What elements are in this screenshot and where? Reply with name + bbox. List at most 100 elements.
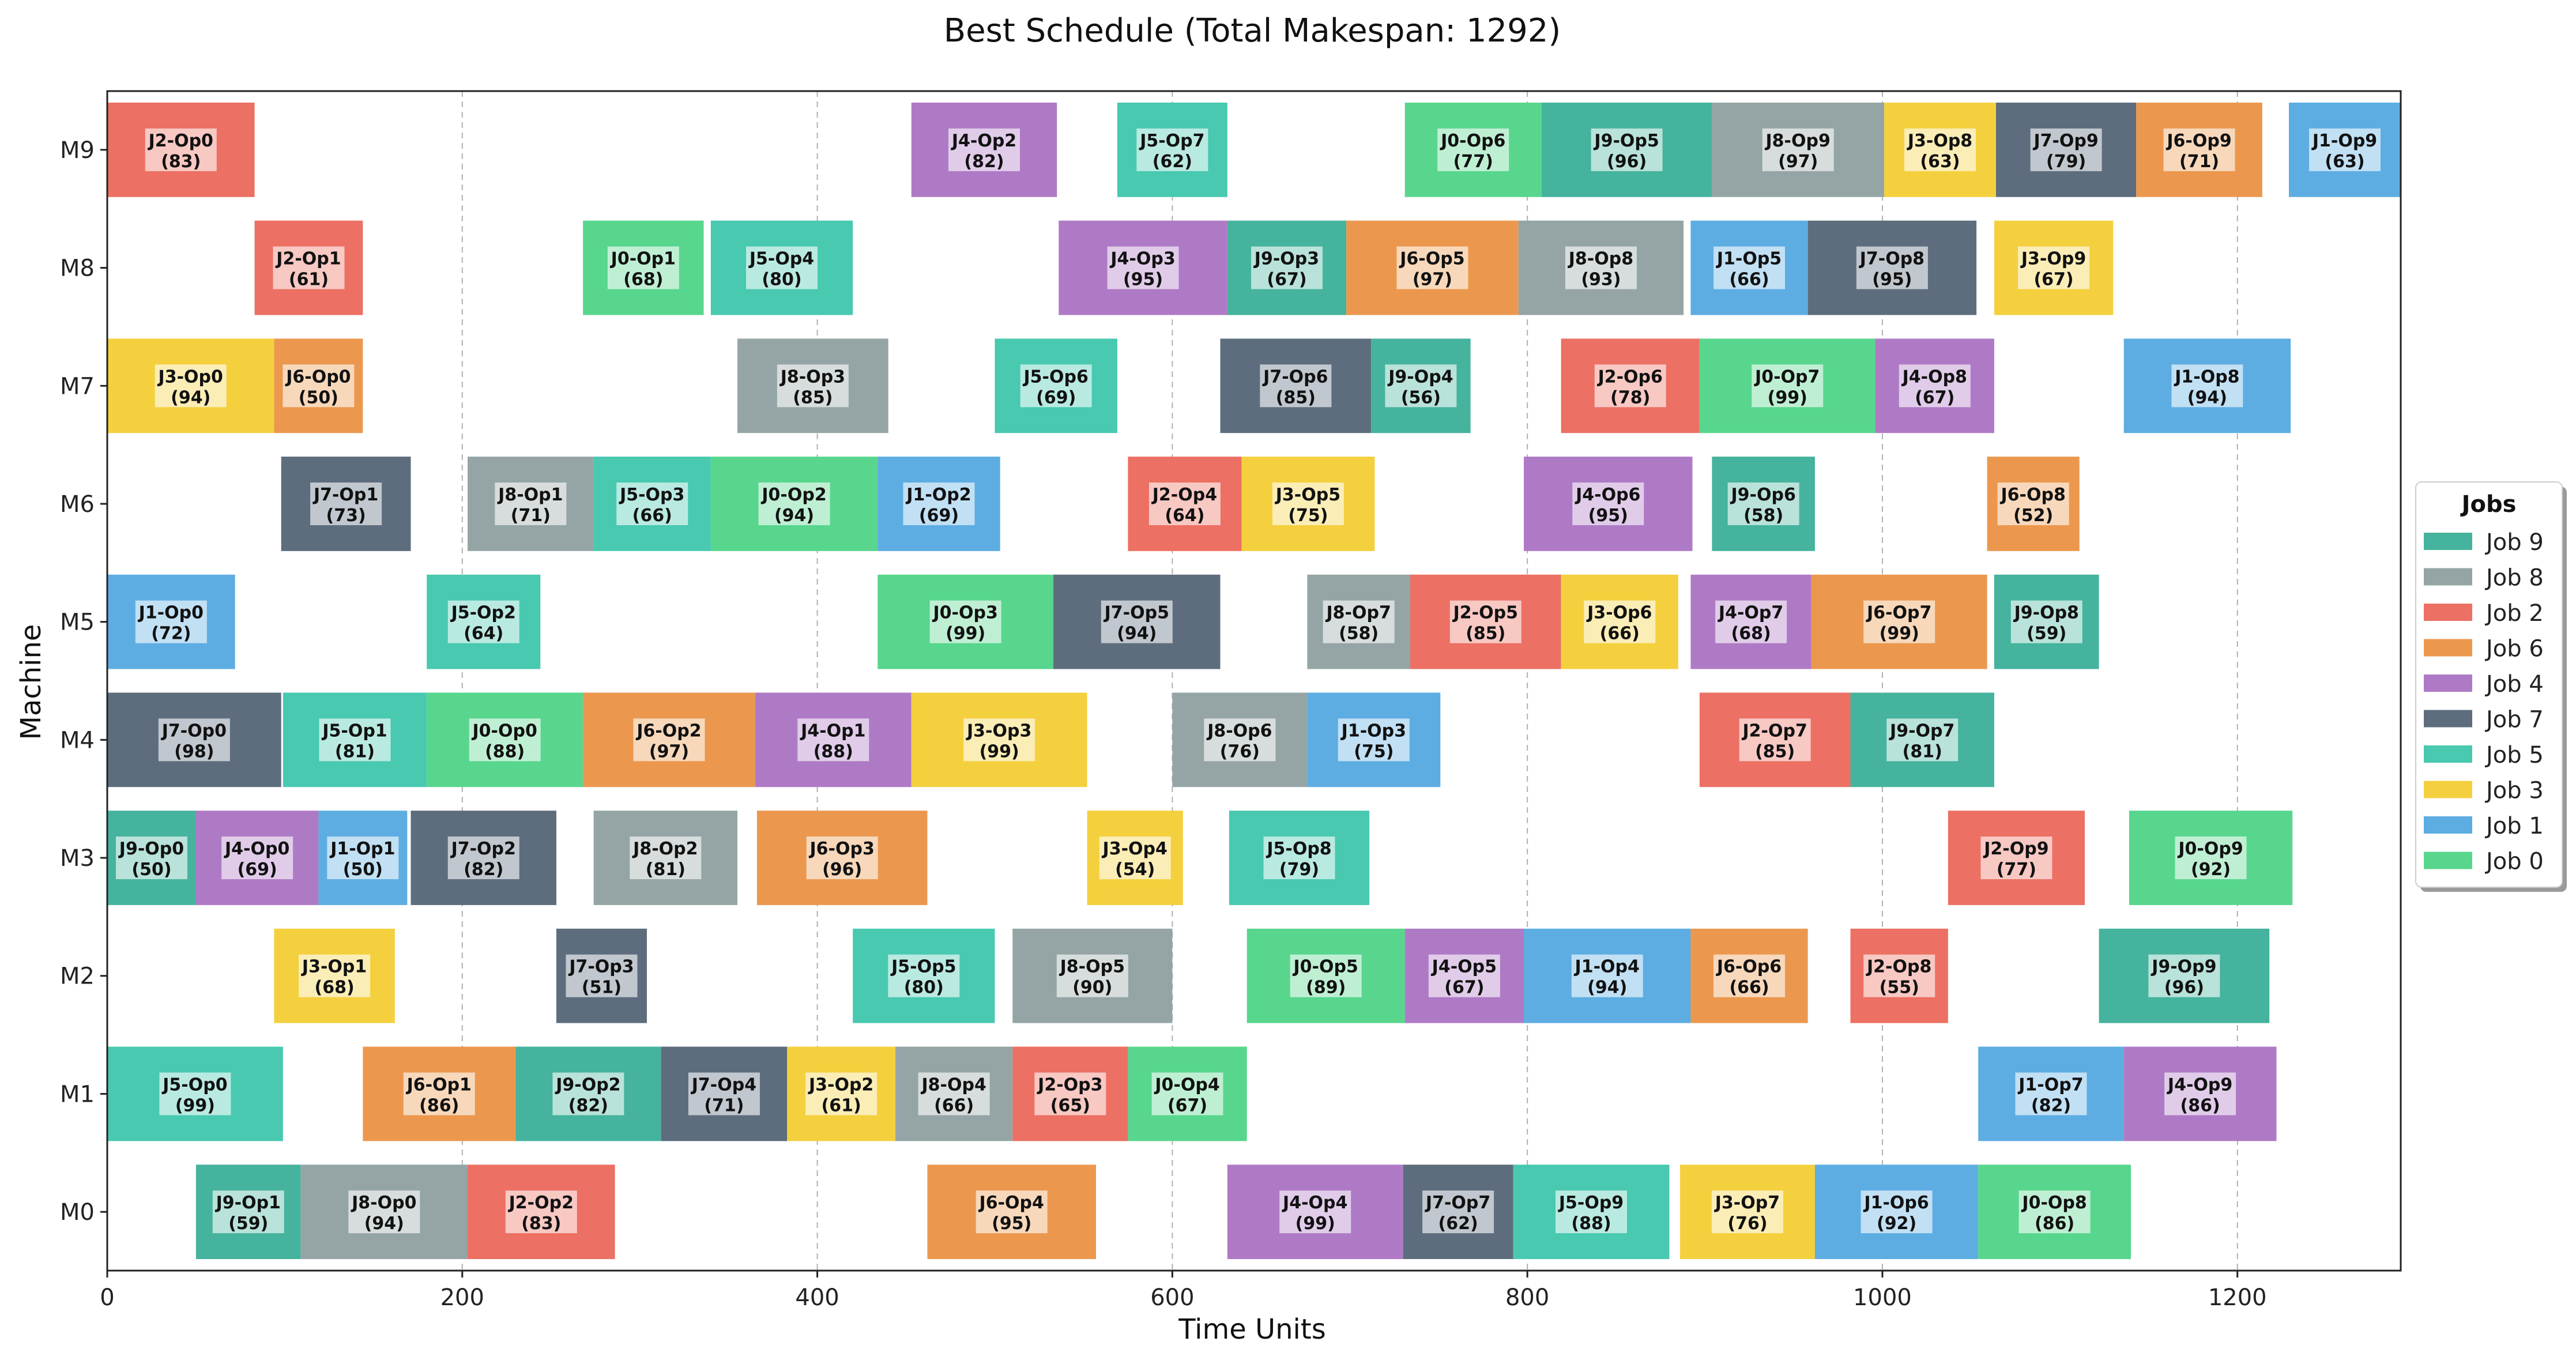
operation-bar: J6-Op1(86) [363, 1046, 516, 1141]
operation-label: J7-Op9 [2032, 131, 2098, 151]
operation-label: J0-Op2 [760, 485, 826, 505]
operation-duration-label: (56) [1401, 387, 1441, 408]
operation-label: J1-Op8 [2174, 367, 2239, 387]
operation-bar: J3-Op4(54) [1087, 811, 1183, 905]
operation-duration-label: (77) [1997, 860, 2036, 880]
operation-duration-label: (67) [1267, 270, 1306, 290]
legend-entry: Job 4 [2424, 671, 2544, 698]
operation-bar: J4-Op3(95) [1059, 220, 1227, 315]
operation-label-bg [221, 837, 293, 880]
operation-label: J9-Op5 [1593, 131, 1659, 151]
operation-label-bg [1279, 1190, 1351, 1234]
operation-bar: J5-Op1(81) [283, 692, 427, 787]
operation-duration-label: (96) [2164, 978, 2204, 998]
operation-duration-label: (82) [2031, 1095, 2071, 1116]
operation-label: J8-Op6 [1206, 721, 1272, 741]
operation-bar: J3-Op9(67) [1994, 220, 2114, 315]
y-tick-label: M3 [60, 845, 95, 872]
operation-label-bg [758, 482, 830, 525]
operation-label-bg [469, 718, 541, 762]
operation-bar: J4-Op7(68) [1690, 574, 1812, 669]
operation-label: J2-Op0 [148, 131, 213, 151]
operation-bar: J3-Op1(68) [274, 928, 395, 1023]
operation-bar: J4-Op6(95) [1524, 457, 1693, 551]
operation-duration-label: (69) [238, 860, 277, 880]
operation-bar: J2-Op9(77) [1948, 811, 2085, 905]
y-tick-label: M8 [60, 255, 95, 282]
operation-duration-label: (88) [814, 741, 853, 762]
operation-label: J3-Op7 [1714, 1193, 1780, 1213]
operation-label: J6-Op6 [1716, 957, 1782, 977]
operation-duration-label: (55) [1880, 978, 1919, 998]
operation-bar: J6-Op8(52) [1987, 457, 2080, 551]
operation-duration-label: (71) [704, 1095, 744, 1116]
operation-bar: J7-Op3(51) [556, 928, 647, 1023]
x-tick-label: 800 [1505, 1284, 1549, 1311]
operation-bar: J6-Op5(97) [1346, 220, 1519, 315]
operation-label: J3-Op1 [301, 957, 367, 977]
operation-bar: J5-Op4(80) [710, 220, 853, 315]
operation-label: J2-Op6 [1597, 367, 1663, 387]
operation-bar: J9-Op8(59) [1994, 574, 2099, 669]
operation-label-bg [1323, 600, 1395, 643]
operation-duration-label: (59) [228, 1214, 268, 1234]
operation-label: J2-Op7 [1741, 721, 1807, 741]
operation-bar: J7-Op2(82) [410, 811, 556, 905]
legend-label: Job 6 [2484, 636, 2544, 662]
operation-label: J4-Op2 [951, 131, 1016, 151]
operation-label-bg [1715, 600, 1787, 643]
operation-duration-label: (76) [1727, 1214, 1767, 1234]
operation-label: J8-Op5 [1059, 957, 1125, 977]
legend-entry: Job 8 [2424, 565, 2544, 591]
x-tick-label: 1200 [2208, 1284, 2267, 1311]
operation-duration-label: (94) [364, 1214, 404, 1234]
operation-label-bg [1556, 1190, 1627, 1234]
operation-label-bg [1863, 954, 1935, 997]
operation-bar: J1-Op4(94) [1524, 928, 1691, 1023]
operation-duration-label: (99) [1295, 1214, 1335, 1234]
operation-label-bg [1752, 364, 1824, 408]
operation-label: J8-Op8 [1568, 249, 1633, 269]
operation-duration-label: (64) [464, 624, 503, 644]
operation-label-bg [797, 718, 869, 762]
operation-bar: J5-Op7(62) [1117, 103, 1227, 197]
operation-bar: J1-Op5(66) [1690, 220, 1808, 315]
operation-label: J4-Op3 [1109, 249, 1175, 269]
operation-label: J4-Op4 [1282, 1193, 1347, 1213]
operation-label-bg [1437, 128, 1509, 171]
operation-duration-label: (69) [1036, 387, 1076, 408]
operation-label-bg [607, 246, 679, 289]
operation-label-bg [1136, 128, 1208, 171]
operation-bar: J8-Op7(58) [1307, 574, 1410, 669]
operation-bar: J5-Op2(64) [427, 574, 541, 669]
operation-label: J9-Op2 [555, 1075, 620, 1095]
operation-label-bg [1422, 1190, 1494, 1234]
operation-label: J4-Op0 [224, 839, 289, 859]
operation-duration-label: (66) [1600, 624, 1640, 644]
operation-label: J3-Op8 [1907, 131, 1972, 151]
y-axis-title: Machine [15, 624, 47, 740]
operation-label-bg [777, 364, 849, 408]
operation-label-bg [1863, 600, 1935, 643]
operation-bar: J2-Op0(83) [107, 103, 255, 197]
legend-swatch [2424, 710, 2472, 728]
operation-label-bg [2309, 128, 2381, 171]
y-tick-label: M6 [60, 491, 95, 518]
operation-label: J8-Op0 [351, 1193, 416, 1213]
operation-duration-label: (66) [934, 1095, 974, 1116]
operation-duration-label: (94) [1117, 624, 1157, 644]
operation-bar: J3-Op7(76) [1679, 1165, 1815, 1259]
operation-label-bg [1861, 1190, 1933, 1234]
operation-label-bg [552, 1072, 624, 1116]
operation-label: J6-Op5 [1399, 249, 1464, 269]
operation-label-bg [1711, 1190, 1783, 1234]
operation-bar: J4-Op1(88) [755, 692, 912, 787]
operation-bar: J9-Op1(59) [195, 1165, 301, 1259]
operation-label-bg [1099, 837, 1171, 880]
operation-label-bg [976, 1190, 1048, 1234]
operation-label-bg [159, 1072, 231, 1116]
operation-label: J5-Op4 [748, 249, 814, 269]
operation-bar: J1-Op1(50) [318, 811, 408, 905]
operation-duration-label: (94) [2187, 387, 2227, 408]
operation-bar: J9-Op4(56) [1371, 338, 1471, 434]
